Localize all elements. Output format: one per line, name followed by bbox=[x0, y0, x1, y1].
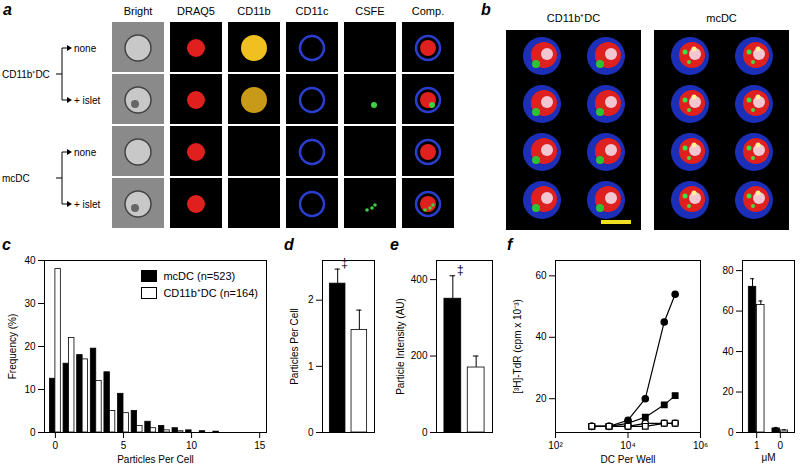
svg-text:20: 20 bbox=[24, 341, 36, 352]
svg-text:0: 0 bbox=[778, 440, 784, 451]
svg-text:+ islet: + islet bbox=[74, 95, 101, 106]
svg-text:none: none bbox=[74, 147, 97, 158]
svg-text:0: 0 bbox=[53, 440, 59, 451]
svg-text:40: 40 bbox=[535, 331, 547, 342]
svg-text:DRAQ5: DRAQ5 bbox=[177, 5, 215, 17]
svg-text:b: b bbox=[481, 1, 491, 18]
svg-text:Bright: Bright bbox=[124, 5, 153, 17]
svg-text:30: 30 bbox=[24, 298, 36, 309]
svg-text:40: 40 bbox=[24, 255, 36, 266]
svg-text:1: 1 bbox=[754, 440, 760, 451]
svg-text:400: 400 bbox=[411, 274, 428, 285]
svg-text:0: 0 bbox=[308, 427, 314, 438]
svg-text:20: 20 bbox=[535, 393, 547, 404]
svg-text:Particles Per Cell: Particles Per Cell bbox=[117, 454, 194, 465]
svg-text:Particles Per Cell: Particles Per Cell bbox=[289, 308, 300, 385]
svg-text:μM: μM bbox=[761, 452, 775, 463]
svg-text:DC Per Well: DC Per Well bbox=[601, 454, 656, 465]
svg-text:10²: 10² bbox=[548, 440, 563, 451]
svg-text:60: 60 bbox=[535, 270, 547, 281]
svg-text:5: 5 bbox=[121, 440, 127, 451]
html-text:mcDC (n=523): mcDC (n=523) bbox=[163, 270, 236, 282]
svg-text:40: 40 bbox=[722, 346, 734, 357]
svg-text:none: none bbox=[74, 43, 97, 54]
html-text:e: e bbox=[390, 236, 399, 253]
svg-text:200: 200 bbox=[411, 350, 428, 361]
svg-text:10: 10 bbox=[24, 384, 36, 395]
svg-text:10: 10 bbox=[186, 440, 198, 451]
svg-text:10⁶: 10⁶ bbox=[693, 440, 708, 451]
svg-text:Frequency (%): Frequency (%) bbox=[7, 314, 18, 380]
svg-text:20: 20 bbox=[722, 386, 734, 397]
svg-text:CD11b: CD11b bbox=[237, 5, 270, 17]
svg-text:2: 2 bbox=[308, 294, 314, 305]
svg-text:60: 60 bbox=[722, 305, 734, 316]
svg-text:80: 80 bbox=[722, 265, 734, 276]
svg-text:CSFE: CSFE bbox=[355, 5, 384, 17]
svg-text:‡: ‡ bbox=[457, 263, 464, 277]
svg-text:CD11c: CD11c bbox=[296, 5, 329, 17]
html-text:f: f bbox=[507, 236, 513, 253]
svg-text:0: 0 bbox=[728, 427, 734, 438]
svg-text:[³H]-TdR (cpm x 10⁻³): [³H]-TdR (cpm x 10⁻³) bbox=[512, 299, 523, 394]
svg-text:a: a bbox=[3, 1, 12, 18]
svg-text:1: 1 bbox=[308, 361, 314, 372]
svg-text:0: 0 bbox=[30, 427, 36, 438]
svg-text:+ islet: + islet bbox=[74, 199, 101, 210]
html-text:d: d bbox=[284, 236, 294, 253]
svg-text:0: 0 bbox=[422, 427, 428, 438]
svg-text:mcDC: mcDC bbox=[706, 12, 737, 24]
svg-text:Comp.: Comp. bbox=[412, 5, 444, 17]
html-text:c: c bbox=[2, 236, 11, 253]
svg-text:mcDC: mcDC bbox=[2, 173, 30, 184]
svg-text:CD11b⁺DC: CD11b⁺DC bbox=[2, 69, 50, 80]
html-text:CD11b⁺DC (n=164): CD11b⁺DC (n=164) bbox=[163, 287, 258, 299]
svg-text:CD11b⁺DC: CD11b⁺DC bbox=[547, 12, 600, 24]
svg-text:15: 15 bbox=[254, 440, 266, 451]
svg-text:10⁴: 10⁴ bbox=[620, 440, 635, 451]
svg-text:Particle Intensity (AU): Particle Intensity (AU) bbox=[395, 298, 406, 395]
svg-text:‡: ‡ bbox=[341, 256, 348, 270]
